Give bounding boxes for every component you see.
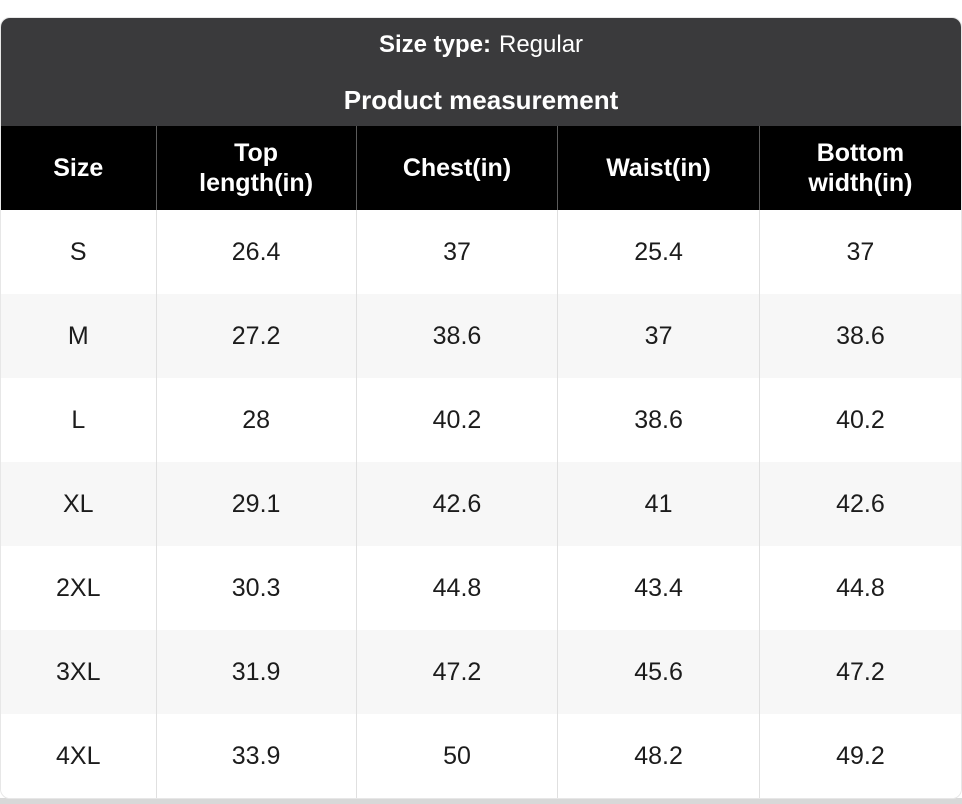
measurement-cell: 27.2 — [156, 294, 357, 378]
table-row-2xl: 2XL 30.3 44.8 43.4 44.8 — [1, 546, 961, 630]
size-type-label: Size type: — [378, 31, 491, 58]
size-cell: 2XL — [1, 546, 157, 630]
size-cell: XL — [1, 462, 157, 546]
column-header-bottom-width: Bottom width(in) — [759, 126, 961, 210]
measurement-cell: 40.2 — [759, 378, 961, 462]
size-cell: M — [1, 294, 157, 378]
size-chart-table: Size Top length(in) Chest(in) Waist(in) Bott… — [1, 126, 961, 798]
bottom-strip — [0, 798, 962, 804]
table-row-3xl: 3XL 31.9 47.2 45.6 47.2 — [1, 630, 961, 714]
size-chart-header: Size type: Regular Product measurement — [1, 18, 961, 126]
size-type-value: Regular — [498, 31, 584, 58]
measurement-cell: 48.2 — [557, 714, 760, 798]
table-body: S 26.4 37 25.4 37 M 27.2 38.6 37 38.6 L 28 40.2 38.6 4… — [1, 210, 961, 798]
measurement-cell: 45.6 — [557, 630, 760, 714]
size-cell: 3XL — [1, 630, 157, 714]
column-header-size: Size — [1, 126, 157, 210]
table-row-l: L 28 40.2 38.6 40.2 — [1, 378, 961, 462]
column-header-top-length: Top length(in) — [156, 126, 357, 210]
measurement-cell: 38.6 — [759, 294, 961, 378]
measurement-cell: 29.1 — [156, 462, 357, 546]
size-cell: S — [1, 210, 157, 294]
size-cell: L — [1, 378, 157, 462]
measurement-cell: 44.8 — [759, 546, 961, 630]
measurement-cell: 41 — [557, 462, 760, 546]
measurement-cell: 38.6 — [557, 378, 760, 462]
measurement-cell: 42.6 — [356, 462, 559, 546]
measurement-cell: 30.3 — [156, 546, 357, 630]
measurement-cell: 25.4 — [557, 210, 760, 294]
measurement-cell: 49.2 — [759, 714, 961, 798]
table-row-xl: XL 29.1 42.6 41 42.6 — [1, 462, 961, 546]
measurement-cell: 40.2 — [356, 378, 559, 462]
measurement-cell: 44.8 — [356, 546, 559, 630]
measurement-cell: 42.6 — [759, 462, 961, 546]
table-row-m: M 27.2 38.6 37 38.6 — [1, 294, 961, 378]
measurement-cell: 50 — [356, 714, 559, 798]
measurement-cell: 28 — [156, 378, 357, 462]
measurement-cell: 37 — [356, 210, 559, 294]
measurement-cell: 33.9 — [156, 714, 357, 798]
measurement-cell: 38.6 — [356, 294, 559, 378]
chart-title: Product measurement — [343, 85, 619, 115]
measurement-cell: 37 — [557, 294, 760, 378]
size-cell: 4XL — [1, 714, 157, 798]
measurement-cell: 37 — [759, 210, 961, 294]
size-chart-card: Size type: Regular Product measurement S… — [0, 17, 962, 799]
measurement-cell: 47.2 — [759, 630, 961, 714]
measurement-cell: 47.2 — [356, 630, 559, 714]
measurement-cell: 31.9 — [156, 630, 357, 714]
table-row-4xl: 4XL 33.9 50 48.2 49.2 — [1, 714, 961, 798]
table-row-s: S 26.4 37 25.4 37 — [1, 210, 961, 294]
column-header-waist: Waist(in) — [557, 126, 760, 210]
measurement-cell: 43.4 — [557, 546, 760, 630]
column-header-chest: Chest(in) — [356, 126, 559, 210]
size-type-line: Size type: Regular — [1, 31, 961, 59]
table-header-row: Size Top length(in) Chest(in) Waist(in) Bott… — [1, 126, 961, 210]
measurement-cell: 26.4 — [156, 210, 357, 294]
